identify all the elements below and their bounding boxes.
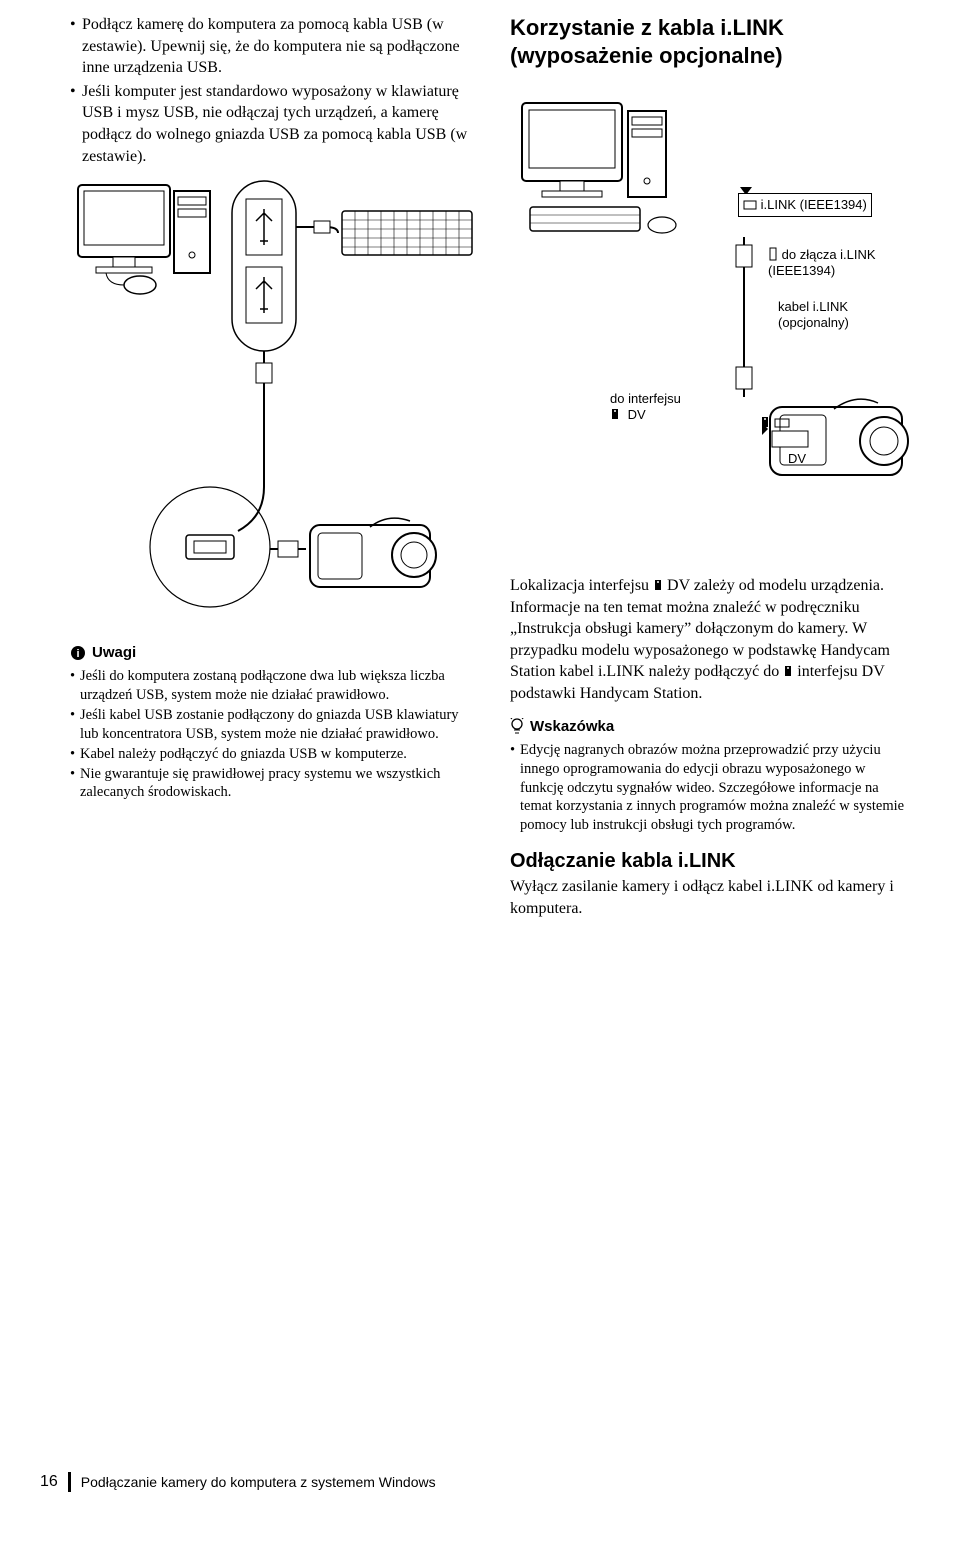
port-icon [774,418,790,428]
wskazowka-header: Wskazówka [510,717,910,737]
bullet-dot: • [70,81,82,167]
label-kabel: kabel i.LINK (opcjonalny) [778,299,908,330]
note-icon: i [70,645,86,661]
wskazowka-item-1: •Edycję nagranych obrazów można przeprow… [510,741,910,835]
uwagi-header: i Uwagi [70,643,480,663]
uwagi-label: Uwagi [92,643,136,663]
svg-text:i: i [76,648,79,660]
page-footer: 16 Podłączanie kamery do komputera z sys… [40,1471,436,1493]
label-dv-small: DV [788,451,806,467]
dv-icon [610,407,620,421]
uwagi-item-2: •Jeśli kabel USB zostanie podłączony do … [70,706,480,744]
bullet-text: Podłącz kamerę do komputera za pomocą ka… [82,14,480,79]
left-bullet-2: • Jeśli komputer jest standardowo wyposa… [70,81,480,167]
connector-icon [768,247,778,261]
h-odlaczanie: Odłączanie kabla i.LINK [510,849,910,874]
bullet-text: Jeśli komputer jest standardowo wyposażo… [82,81,480,167]
right-para-1: Lokalizacja interfejsu DV zależy od mode… [510,575,910,705]
right-title: Korzystanie z kabla i.LINK (wyposażenie … [510,14,910,69]
footer-section: Podłączanie kamery do komputera z system… [81,1473,436,1492]
dv-icon-inline [783,664,793,678]
ilink-diagram: i.LINK (IEEE1394) [510,97,910,567]
wskazowka-label: Wskazówka [530,717,614,737]
uwagi-item-4: •Nie gwarantuje się prawidłowej pracy sy… [70,765,480,803]
uwagi-item-1: •Jeśli do komputera zostaną podłączone d… [70,667,480,705]
ilink-box-label: i.LINK (IEEE1394) [738,193,872,217]
label-dv-port [760,415,790,431]
left-bullet-1: • Podłącz kamerę do komputera za pomocą … [70,14,480,79]
tip-icon [510,718,524,736]
page-number: 16 [40,1471,58,1493]
footer-divider [68,1472,71,1492]
dv-icon-inline [653,578,663,592]
usb-diagram [70,177,480,637]
label-do-interfejsu: do interfejsu DV [610,391,681,422]
para-odlacz: Wyłącz zasilanie kamery i odłącz kabel i… [510,876,910,919]
label-do-zlacza: do złącza i.LINK (IEEE1394) [768,247,910,278]
uwagi-item-3: •Kabel należy podłączyć do gniazda USB w… [70,745,480,764]
dv-icon [760,415,770,429]
bullet-dot: • [70,14,82,79]
port-icon [743,200,757,210]
